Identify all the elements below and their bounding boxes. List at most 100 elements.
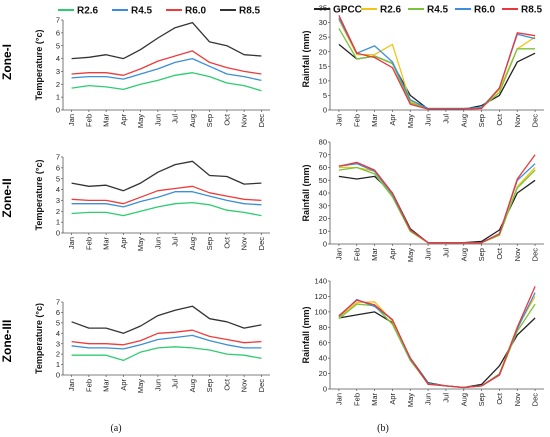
y-tick-label: 80 xyxy=(319,323,327,332)
x-tick-label: Apr xyxy=(119,113,128,125)
legend-label: R8.5 xyxy=(239,6,261,17)
y-tick-label: 120 xyxy=(314,292,327,301)
y-tick-label: 70 xyxy=(319,150,327,159)
y-tick-label: 5 xyxy=(56,318,60,327)
series-line-r6-0 xyxy=(338,292,536,389)
x-tick-label: Aug xyxy=(459,114,468,127)
x-tick-label: Sep xyxy=(477,114,486,127)
x-tick-label: Apr xyxy=(388,392,397,404)
x-tick-label: Apr xyxy=(119,236,128,248)
legend-label: R2.6 xyxy=(77,6,99,17)
x-tick-label: Sep xyxy=(205,114,214,127)
x-tick-label: Jan xyxy=(67,114,76,126)
y-tick-label: 2 xyxy=(56,207,60,216)
x-tick-label: May xyxy=(136,237,145,251)
y-tick-label: 6 xyxy=(56,163,60,172)
x-tick-label: Nov xyxy=(240,379,249,393)
y-tick-label: 6 xyxy=(56,28,60,37)
x-tick-label: May xyxy=(406,114,415,128)
series-line-r8-5 xyxy=(71,21,262,60)
y-tick-label: 7 xyxy=(56,298,60,307)
x-tick-label: Sep xyxy=(477,393,486,406)
x-tick-label: May xyxy=(406,248,415,262)
legend-label: GPCC xyxy=(333,5,362,16)
y-tick-label: 25 xyxy=(319,33,327,42)
series-line-r6-0 xyxy=(338,163,536,244)
y-axis-label: Temperature (°c) xyxy=(34,303,44,374)
x-tick-label: Sep xyxy=(205,379,214,392)
x-tick-label: May xyxy=(406,393,415,407)
x-tick-label: Dec xyxy=(531,114,540,128)
x-tick-label: Jan xyxy=(334,248,343,260)
y-tick-label: 3 xyxy=(56,196,60,205)
y-tick-label: 5 xyxy=(323,91,327,100)
legend-label: R4.5 xyxy=(131,6,153,17)
x-tick-label: Feb xyxy=(352,393,361,406)
x-tick-label: Oct xyxy=(222,378,231,391)
caption-a: (a) xyxy=(110,423,121,434)
x-tick-label: Jun xyxy=(424,393,433,405)
x-tick-label: Aug xyxy=(188,114,197,127)
x-tick-label: Dec xyxy=(531,248,540,262)
y-tick-label: 5 xyxy=(56,41,60,50)
x-tick-label: Mar xyxy=(370,114,379,127)
series-line-gpcc xyxy=(338,311,536,389)
y-tick-label: 3 xyxy=(56,339,60,348)
x-tick-label: Jul xyxy=(441,114,450,124)
series-line-r8-5 xyxy=(71,160,262,192)
x-tick-label: Oct xyxy=(495,247,504,260)
x-tick-label: Jun xyxy=(424,114,433,126)
series-line-gpcc xyxy=(338,175,536,244)
y-axis-label: Rainfall (mm) xyxy=(301,306,311,363)
x-tick-label: Jan xyxy=(334,393,343,405)
y-tick-label: 0 xyxy=(56,371,60,380)
series-line-r8-5 xyxy=(71,305,262,334)
series-line-r6-0 xyxy=(71,50,262,76)
x-tick-label: Feb xyxy=(84,379,93,392)
y-tick-label: 4 xyxy=(56,329,60,338)
x-tick-label: Jun xyxy=(153,114,162,126)
x-tick-label: Nov xyxy=(513,393,522,407)
chart-rain-zone-1: 05101520253035JanFebMarAprMayJunJulAugSe… xyxy=(301,4,544,128)
x-tick-label: Mar xyxy=(102,379,111,392)
y-tick-label: 0 xyxy=(323,385,327,394)
x-tick-label: Dec xyxy=(257,237,266,251)
x-tick-label: Dec xyxy=(257,114,266,128)
x-tick-label: Mar xyxy=(102,114,111,127)
y-tick-label: 50 xyxy=(319,176,327,185)
y-axis-label: Temperature (°c) xyxy=(34,160,44,231)
legend-temperature: R2.6 R4.5 R6.0 R8.5 xyxy=(58,6,261,17)
x-tick-label: Jul xyxy=(171,237,180,247)
legend-label: R8.5 xyxy=(521,5,543,16)
series-line-r6-0 xyxy=(71,329,262,346)
x-tick-label: Sep xyxy=(477,248,486,261)
y-tick-label: 15 xyxy=(319,62,327,71)
zone-label: Zone-I xyxy=(0,44,14,80)
series-line-r4-5 xyxy=(338,303,536,389)
y-tick-label: 6 xyxy=(56,308,60,317)
y-tick-label: 2 xyxy=(56,350,60,359)
x-tick-label: Mar xyxy=(370,393,379,406)
y-tick-label: 20 xyxy=(319,214,327,223)
legend-rainfall: GPCC R2.6 R4.5 R6.0 R8.5 xyxy=(314,5,543,16)
x-tick-label: Oct xyxy=(222,236,231,249)
x-tick-label: Aug xyxy=(459,393,468,406)
x-tick-label: Oct xyxy=(495,113,504,126)
y-tick-label: 0 xyxy=(323,240,327,249)
series-line-r8-5 xyxy=(338,286,536,389)
y-axis-label: Temperature (°c) xyxy=(34,30,44,101)
y-tick-label: 0 xyxy=(56,229,60,238)
x-tick-label: Oct xyxy=(495,392,504,405)
series-line-r8-5 xyxy=(338,15,536,110)
x-tick-label: Aug xyxy=(459,248,468,261)
y-axis-label: Rainfall (mm) xyxy=(301,164,311,221)
y-tick-label: 1 xyxy=(56,360,60,369)
series-line-r8-5 xyxy=(338,154,536,244)
chart-rain-zone-2: 0 10 20 30 40 50 60 70 80 Jan Feb Mar Apr May Jun Jul Au… xyxy=(301,138,544,262)
y-tick-label: 3 xyxy=(56,67,60,76)
x-tick-label: Jul xyxy=(171,379,180,389)
series-line-r6-0 xyxy=(338,17,536,110)
y-tick-label: 140 xyxy=(314,277,327,286)
y-tick-label: 5 xyxy=(56,174,60,183)
series-line-r2-6 xyxy=(71,346,262,362)
